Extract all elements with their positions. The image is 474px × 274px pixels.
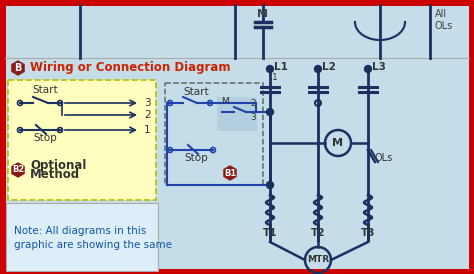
Circle shape xyxy=(365,65,372,73)
Text: T1: T1 xyxy=(263,228,277,238)
Text: B1: B1 xyxy=(224,169,236,178)
Circle shape xyxy=(266,65,273,73)
Text: Method: Method xyxy=(30,169,80,181)
FancyBboxPatch shape xyxy=(8,80,156,200)
Text: MTR: MTR xyxy=(307,255,329,264)
Text: Start: Start xyxy=(183,87,209,97)
Text: Optional: Optional xyxy=(30,158,86,172)
Text: T3: T3 xyxy=(361,228,375,238)
Text: T2: T2 xyxy=(311,228,325,238)
Text: B2: B2 xyxy=(12,165,24,175)
Text: 3: 3 xyxy=(250,113,256,122)
Text: M: M xyxy=(221,96,229,105)
FancyBboxPatch shape xyxy=(6,203,158,271)
Polygon shape xyxy=(12,61,24,75)
Text: 2: 2 xyxy=(144,110,151,120)
FancyBboxPatch shape xyxy=(2,2,472,272)
Circle shape xyxy=(315,65,321,73)
Text: L3: L3 xyxy=(372,62,386,72)
Text: Start: Start xyxy=(32,85,58,95)
Text: All
OLs: All OLs xyxy=(435,9,453,31)
Text: B: B xyxy=(14,63,22,73)
Text: 2: 2 xyxy=(250,99,255,109)
Text: Wiring or Connection Diagram: Wiring or Connection Diagram xyxy=(30,61,230,75)
Text: OLs: OLs xyxy=(375,153,393,163)
Text: L2: L2 xyxy=(322,62,336,72)
Text: 1: 1 xyxy=(144,125,151,135)
Circle shape xyxy=(266,109,273,116)
Text: M: M xyxy=(332,138,344,148)
Text: 1: 1 xyxy=(272,73,278,81)
Circle shape xyxy=(266,181,273,189)
Text: Note: All diagrams in this
graphic are showing the same: Note: All diagrams in this graphic are s… xyxy=(14,226,172,250)
Polygon shape xyxy=(224,166,236,180)
Text: Stop: Stop xyxy=(33,133,57,143)
Text: L1: L1 xyxy=(274,62,288,72)
Polygon shape xyxy=(12,163,24,177)
FancyBboxPatch shape xyxy=(217,97,257,131)
Text: M: M xyxy=(257,9,268,19)
Text: Stop: Stop xyxy=(184,153,208,163)
Text: 3: 3 xyxy=(144,98,151,108)
